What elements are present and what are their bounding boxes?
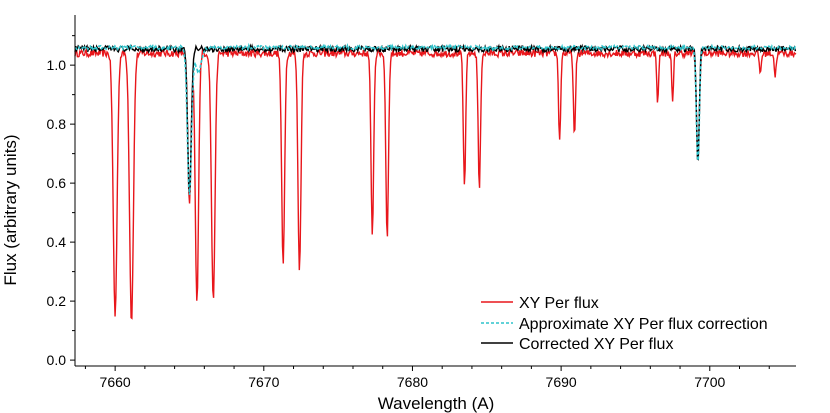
- x-axis-title: Wavelength (A): [378, 394, 495, 413]
- y-tick-label: 1.0: [47, 57, 67, 73]
- x-tick-label: 7670: [248, 374, 279, 390]
- x-tick-label: 7680: [397, 374, 428, 390]
- legend-label-correction: Approximate XY Per flux correction: [519, 316, 768, 333]
- y-tick-label: 0.6: [47, 175, 67, 191]
- series-layer: [74, 42, 797, 320]
- legend-label-corrected-flux: Corrected XY Per flux: [519, 336, 673, 353]
- series-xy-per-flux: [74, 47, 797, 320]
- series-correction: [74, 42, 797, 195]
- series-corrected-flux: [74, 43, 797, 194]
- y-tick-label: 0.0: [47, 352, 67, 368]
- axes-layer: [74, 15, 796, 367]
- x-tick-label: 7660: [100, 374, 131, 390]
- y-tick-label: 0.4: [47, 234, 67, 250]
- x-tick-label: 7700: [694, 374, 725, 390]
- y-axis-title: Flux (arbitrary units): [1, 134, 20, 285]
- y-tick-label: 0.2: [47, 293, 67, 309]
- legend: XY Per flux Approximate XY Per flux corr…: [481, 295, 768, 353]
- ticks-layer: 7660 7670 7680 7690 7700 0.0 0.2 0.4 0.6 0.8 1.0: [47, 35, 770, 390]
- y-tick-label: 0.8: [47, 116, 67, 132]
- legend-label-xy-per-flux: XY Per flux: [519, 295, 599, 312]
- x-tick-label: 7690: [546, 374, 577, 390]
